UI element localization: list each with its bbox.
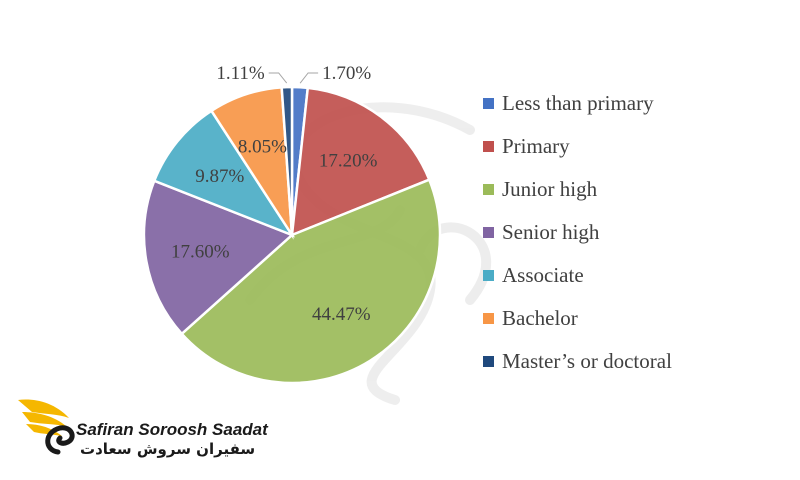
data-label-less-than-primary: 1.70% [322,63,371,84]
legend-swatch [483,98,494,109]
legend-label: Senior high [502,220,600,244]
legend-item-primary: Primary [483,125,672,168]
legend-item-senior-high: Senior high [483,211,672,254]
legend: Less than primary Primary Junior high Senio… [483,82,672,383]
data-label-master-s-or-doctoral: 1.11% [216,63,265,84]
legend-item-junior-high: Junior high [483,168,672,211]
legend-swatch [483,313,494,324]
pie-slice-associate [152,109,296,238]
wing-logo-icon [18,399,75,455]
legend-swatch [483,356,494,367]
legend-item-bachelor: Bachelor [483,297,672,340]
pie-slice-primary [290,86,431,237]
logo: Safiran Soroosh Saadat سفیران سروش سعادت [14,392,268,468]
legend-swatch [483,141,494,152]
legend-label: Master’s or doctoral [502,349,672,373]
data-label-primary: 17.20% [319,151,378,172]
pie-slice-junior-high [180,178,442,385]
legend-label: Primary [502,134,570,158]
legend-swatch [483,270,494,281]
data-label-associate: 9.87% [195,166,244,187]
legend-swatch [483,227,494,238]
legend-label: Associate [502,263,584,287]
leader-line-master-s-or-doctoral [268,72,288,84]
pie-slice-master-s-or-doctoral [280,85,294,236]
logo-name-fa: سفیران سروش سعادت [80,440,256,458]
legend-label: Less than primary [502,91,654,115]
legend-item-associate: Associate [483,254,672,297]
legend-label: Bachelor [502,306,578,330]
legend-label: Junior high [502,177,598,201]
data-label-senior-high: 17.60% [171,241,230,262]
leader-line-less-than-primary [299,72,319,84]
logo-name-en: Safiran Soroosh Saadat [76,420,268,439]
legend-swatch [483,184,494,195]
data-label-junior-high: 44.47% [312,304,371,325]
legend-item-less-than-primary: Less than primary [483,82,672,125]
data-label-bachelor: 8.05% [238,137,287,158]
pie-slice-senior-high [142,179,295,336]
legend-item-master-s-or-doctoral: Master’s or doctoral [483,340,672,383]
